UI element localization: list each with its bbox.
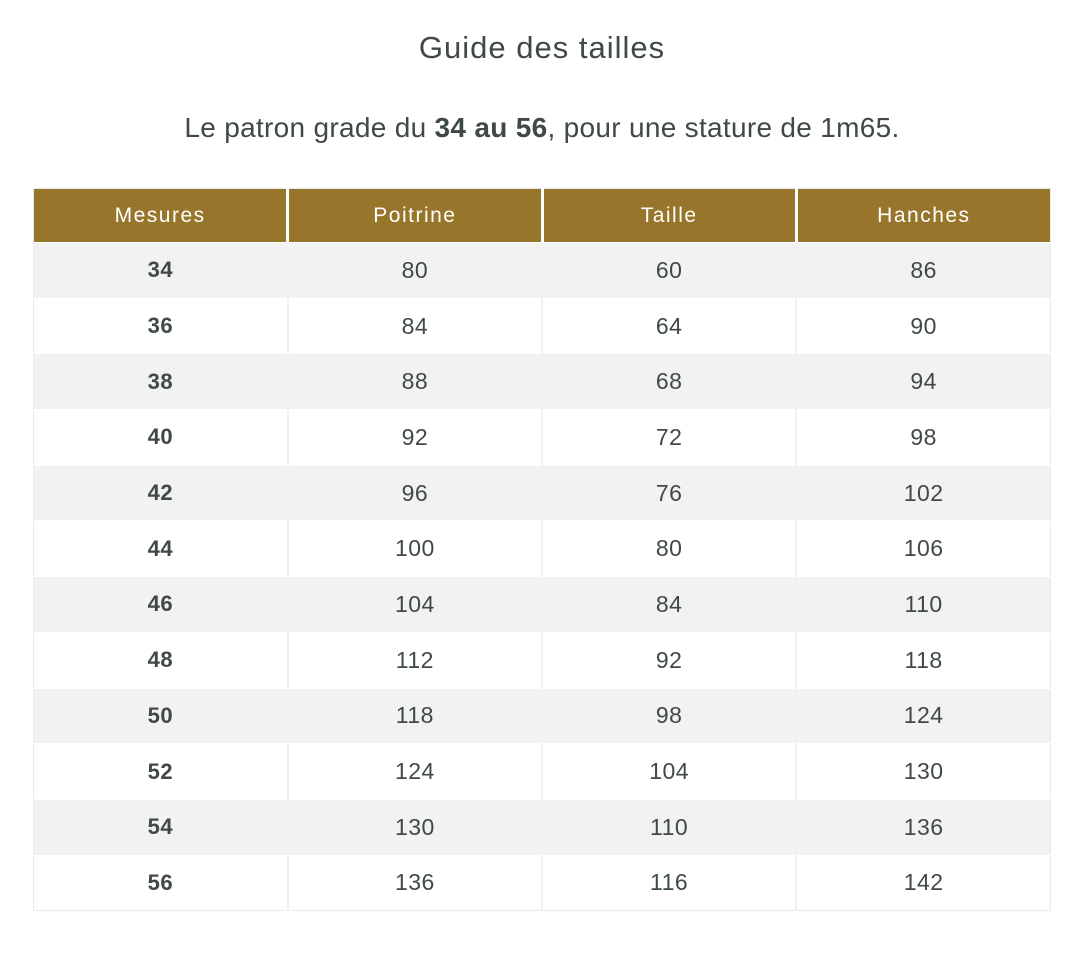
subtitle-size-range: 34 au 56 <box>434 112 548 143</box>
measurement-cell: 106 <box>795 520 1051 577</box>
table-row: 56 136 116 142 <box>33 854 1051 911</box>
measurement-cell: 142 <box>795 854 1051 911</box>
measurement-cell: 112 <box>286 631 542 688</box>
table-row: 40 92 72 98 <box>33 409 1051 466</box>
table-row: 42 96 76 102 <box>33 464 1051 521</box>
size-guide-table-wrap: Mesures Poitrine Taille Hanches 34 80 60 86… <box>33 188 1051 912</box>
measurement-cell: 96 <box>286 464 542 521</box>
column-header-hanches: Hanches <box>794 188 1051 243</box>
size-cell: 40 <box>33 409 288 466</box>
measurement-cell: 94 <box>795 353 1051 410</box>
size-cell: 56 <box>33 854 288 911</box>
measurement-cell: 92 <box>540 631 797 688</box>
measurement-cell: 110 <box>795 576 1051 633</box>
measurement-cell: 102 <box>795 464 1051 521</box>
measurement-cell: 88 <box>286 353 542 410</box>
measurement-cell: 86 <box>795 242 1051 299</box>
measurement-cell: 72 <box>540 409 797 466</box>
measurement-cell: 124 <box>286 743 542 800</box>
table-row: 50 118 98 124 <box>33 687 1051 744</box>
measurement-cell: 136 <box>795 798 1051 856</box>
size-cell: 38 <box>33 353 288 410</box>
size-cell: 42 <box>33 464 288 521</box>
page-title: Guide des tailles <box>418 30 666 65</box>
size-guide-table-head: Mesures Poitrine Taille Hanches <box>33 188 1051 243</box>
size-cell: 46 <box>33 576 288 633</box>
size-cell: 52 <box>33 743 288 800</box>
measurement-cell: 118 <box>795 631 1051 688</box>
size-cell: 50 <box>33 687 288 744</box>
size-cell: 54 <box>33 798 288 856</box>
table-row: 46 104 84 110 <box>33 576 1051 633</box>
measurement-cell: 136 <box>286 854 542 911</box>
measurement-cell: 76 <box>540 464 797 521</box>
measurement-cell: 118 <box>286 687 542 744</box>
size-guide-table: Mesures Poitrine Taille Hanches 34 80 60 86… <box>33 188 1051 912</box>
measurement-cell: 130 <box>795 743 1051 800</box>
table-row: 38 88 68 94 <box>33 353 1051 410</box>
column-header-taille: Taille <box>540 188 797 243</box>
measurement-cell: 64 <box>540 297 797 354</box>
measurement-cell: 68 <box>540 353 797 410</box>
measurement-cell: 92 <box>286 409 542 466</box>
measurement-cell: 98 <box>795 409 1051 466</box>
table-row: 52 124 104 130 <box>33 743 1051 800</box>
subtitle-suffix: , pour une stature de 1m65. <box>547 112 900 143</box>
column-header-mesures: Mesures <box>33 188 288 243</box>
size-cell: 34 <box>33 242 288 299</box>
measurement-cell: 116 <box>540 854 797 911</box>
measurement-cell: 104 <box>540 743 797 800</box>
measurement-cell: 104 <box>286 576 542 633</box>
table-row: 36 84 64 90 <box>33 297 1051 354</box>
measurement-cell: 80 <box>540 520 797 577</box>
measurement-cell: 84 <box>540 576 797 633</box>
measurement-cell: 100 <box>286 520 542 577</box>
size-cell: 48 <box>33 631 288 688</box>
table-row: 34 80 60 86 <box>33 242 1051 299</box>
measurement-cell: 98 <box>540 687 797 744</box>
measurement-cell: 84 <box>286 297 542 354</box>
size-cell: 36 <box>33 297 288 354</box>
measurement-cell: 90 <box>795 297 1051 354</box>
size-guide-page: Guide des tailles Le patron grade du 34 … <box>0 30 1084 964</box>
column-header-poitrine: Poitrine <box>286 188 542 243</box>
table-row: 48 112 92 118 <box>33 631 1051 688</box>
measurement-cell: 124 <box>795 687 1051 744</box>
table-row: 54 130 110 136 <box>33 798 1051 856</box>
measurement-cell: 60 <box>540 242 797 299</box>
header-row: Mesures Poitrine Taille Hanches <box>33 188 1051 243</box>
size-cell: 44 <box>33 520 288 577</box>
size-guide-table-body: 34 80 60 86 36 84 64 90 38 88 68 94 40 92 72 98 42 96 76 10… <box>33 242 1051 911</box>
subtitle-prefix: Le patron grade du <box>184 112 435 143</box>
measurement-cell: 130 <box>286 798 542 856</box>
page-subtitle: Le patron grade du 34 au 56, pour une st… <box>0 112 1084 144</box>
table-row: 44 100 80 106 <box>33 520 1051 577</box>
measurement-cell: 80 <box>286 242 542 299</box>
measurement-cell: 110 <box>540 798 797 856</box>
